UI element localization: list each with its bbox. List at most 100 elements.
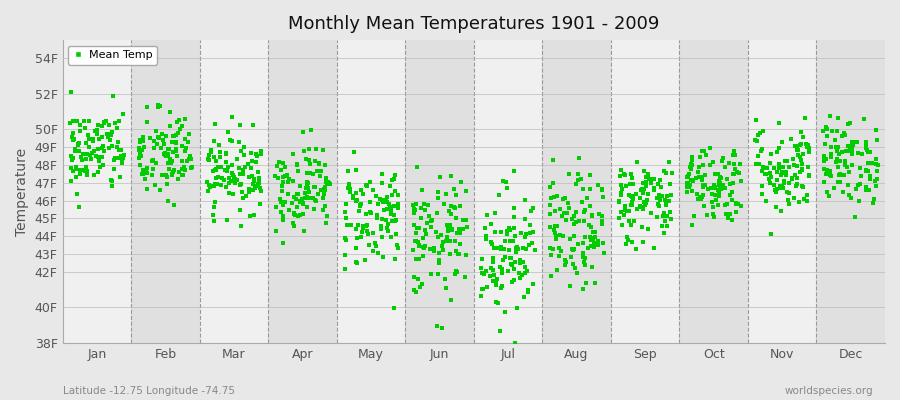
Point — [79, 164, 94, 170]
Point — [387, 202, 401, 209]
Point — [162, 146, 176, 153]
Point — [612, 214, 626, 221]
Point — [789, 182, 804, 189]
Point — [350, 197, 365, 203]
Point — [444, 297, 458, 304]
Point — [153, 186, 167, 193]
Point — [625, 199, 639, 206]
Point — [440, 234, 454, 240]
Point — [254, 188, 268, 194]
Point — [449, 214, 464, 221]
Point — [543, 202, 557, 208]
Point — [224, 162, 238, 168]
Point — [165, 158, 179, 164]
Point — [612, 199, 626, 205]
Point — [356, 224, 370, 231]
Point — [95, 143, 110, 149]
Point — [546, 194, 561, 200]
Point — [160, 160, 175, 166]
Point — [635, 206, 650, 212]
Point — [374, 171, 389, 177]
Point — [300, 204, 314, 210]
Point — [280, 172, 294, 178]
Point — [786, 156, 800, 162]
Point — [647, 176, 662, 182]
Point — [110, 125, 124, 131]
Point — [830, 148, 844, 155]
Point — [684, 166, 698, 172]
Point — [144, 172, 158, 178]
Point — [716, 155, 730, 161]
Point — [621, 208, 635, 214]
Point — [82, 117, 96, 124]
Point — [728, 201, 742, 207]
Point — [136, 134, 150, 140]
Point — [169, 139, 184, 146]
Point — [588, 229, 602, 236]
Point — [824, 172, 839, 179]
Point — [424, 224, 438, 230]
Point — [71, 141, 86, 147]
Point — [362, 242, 376, 249]
Point — [169, 152, 184, 159]
Point — [629, 190, 643, 197]
Point — [635, 186, 650, 192]
Point — [788, 195, 802, 202]
Point — [90, 169, 104, 175]
Point — [724, 196, 739, 203]
Point — [349, 260, 364, 266]
Point — [758, 170, 772, 177]
Point — [635, 190, 650, 196]
Point — [698, 182, 712, 188]
Point — [511, 270, 526, 276]
Point — [641, 191, 655, 197]
Point — [764, 174, 778, 180]
Point — [836, 130, 850, 136]
Point — [338, 237, 353, 244]
Point — [104, 132, 118, 138]
Point — [696, 192, 710, 199]
Point — [83, 152, 97, 158]
Point — [759, 170, 773, 177]
Point — [307, 206, 321, 213]
Point — [291, 213, 305, 220]
Point — [417, 244, 431, 251]
Point — [161, 146, 176, 152]
Point — [217, 177, 231, 183]
Point — [657, 230, 671, 236]
Point — [762, 160, 777, 166]
Point — [859, 184, 873, 190]
Point — [412, 242, 427, 249]
Point — [132, 147, 147, 154]
Point — [233, 222, 248, 229]
Point — [523, 230, 537, 237]
Point — [640, 197, 654, 203]
Point — [307, 184, 321, 190]
Point — [436, 201, 451, 208]
Point — [431, 189, 446, 195]
Point — [409, 237, 423, 244]
Point — [162, 122, 176, 129]
Point — [311, 160, 326, 166]
Point — [590, 237, 605, 244]
Point — [518, 216, 533, 222]
Point — [577, 259, 591, 265]
Point — [751, 153, 765, 160]
Point — [567, 213, 581, 220]
Point — [789, 181, 804, 187]
Point — [500, 267, 515, 274]
Point — [486, 245, 500, 252]
Point — [161, 153, 176, 160]
Point — [423, 271, 437, 278]
Point — [439, 191, 454, 198]
Point — [140, 185, 155, 192]
Point — [250, 153, 265, 160]
Point — [90, 126, 104, 133]
Point — [829, 158, 843, 165]
Point — [252, 176, 266, 183]
Point — [780, 158, 795, 164]
Point — [86, 136, 100, 142]
Point — [301, 179, 315, 185]
Point — [68, 166, 83, 172]
Point — [140, 165, 154, 171]
